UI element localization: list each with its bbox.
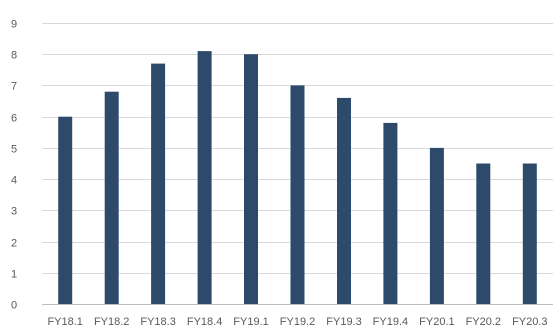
bar-fy18-1 xyxy=(58,116,73,304)
bar-fy18-2 xyxy=(104,91,119,304)
bar-fy18-3 xyxy=(151,63,166,304)
y-tick-label: 6 xyxy=(11,113,17,125)
x-tick-label: FY19.3 xyxy=(326,316,361,328)
bar-fy18-4 xyxy=(197,51,212,304)
y-tick-label: 5 xyxy=(11,144,17,156)
bar-fy20-2 xyxy=(476,163,491,304)
x-tick-label: FY20.1 xyxy=(419,316,454,328)
y-tick-label: 4 xyxy=(11,175,17,187)
y-tick-label: 7 xyxy=(11,81,17,93)
x-tick-label: FY20.2 xyxy=(466,316,501,328)
x-tick-label: FY18.4 xyxy=(187,316,222,328)
x-tick-label: FY19.1 xyxy=(233,316,268,328)
x-tick-label: FY18.2 xyxy=(94,316,129,328)
y-tick-label: 2 xyxy=(11,238,17,250)
y-tick-label: 3 xyxy=(11,206,17,218)
bar-fy20-1 xyxy=(429,147,444,304)
y-tick-label: 8 xyxy=(11,50,17,62)
x-tick-label: FY18.1 xyxy=(47,316,82,328)
y-tick-label: 1 xyxy=(11,269,17,281)
x-tick-label: FY18.3 xyxy=(140,316,175,328)
bar-fy20-3 xyxy=(522,163,537,304)
bar-fy19-4 xyxy=(383,122,398,305)
x-tick-label: FY19.4 xyxy=(373,316,408,328)
x-axis: FY18.1 FY18.2 FY18.3 FY18.4 FY19.1 FY19.2 FY19… xyxy=(42,304,553,328)
y-axis: 0 1 2 3 4 5 6 7 8 9 xyxy=(11,19,17,312)
bar-fy19-3 xyxy=(337,97,351,305)
bar-fy19-2 xyxy=(290,85,305,305)
bar-fy19-1 xyxy=(244,54,258,305)
x-tick-label: FY20.3 xyxy=(512,316,547,328)
bars xyxy=(58,51,537,305)
y-tick-label: 9 xyxy=(11,19,17,31)
y-tick-label: 0 xyxy=(11,300,17,312)
x-tick-label: FY19.2 xyxy=(280,316,315,328)
